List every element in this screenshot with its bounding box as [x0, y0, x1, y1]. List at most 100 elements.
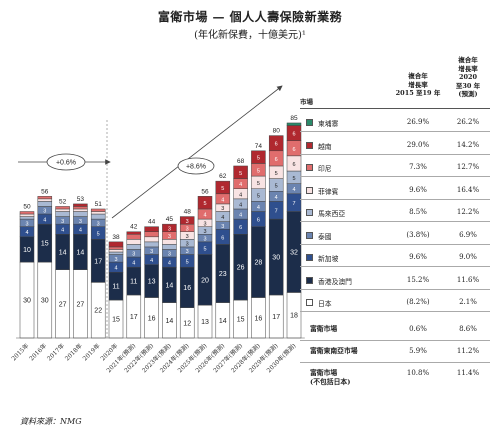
- bar-value-label: 5: [275, 171, 278, 177]
- bar-total-label: 48: [184, 209, 192, 216]
- summary-hist: 5.9%: [409, 346, 427, 355]
- bar-value-label: 5: [186, 259, 189, 265]
- bar-total-label: 56: [41, 188, 49, 195]
- cagr-fcst-singapore: 9.0%: [459, 253, 477, 261]
- bar-value-label: 22: [94, 308, 102, 315]
- bar-value-label: 30: [41, 298, 49, 305]
- bar-segment-philippines: [19, 213, 35, 217]
- bar-value-label: 17: [272, 314, 280, 321]
- bar-total-label: 53: [77, 196, 85, 203]
- cagr-fcst-cambodia: 26.2%: [456, 118, 480, 126]
- legend-label-malaysia: 馬來西亞: [318, 210, 346, 218]
- bar-value-label: 3: [97, 221, 100, 227]
- legend-swatch-malaysia: [306, 209, 313, 216]
- bar-value-label: 23: [219, 271, 227, 278]
- bar-value-label: 3: [221, 206, 224, 212]
- bar-value-label: 30: [272, 255, 280, 262]
- bar-value-label: 5: [203, 201, 206, 207]
- bar-value-label: 6: [221, 235, 224, 241]
- summary-hist: 10.8%: [406, 368, 430, 377]
- bar-value-label: 5: [239, 171, 242, 177]
- row-divider: [300, 288, 490, 290]
- table-header-hist: 複合年 增長率 2015 至19 年: [395, 72, 441, 97]
- bar-value-label: 27: [59, 301, 67, 308]
- bar-total-label: 52: [59, 198, 67, 205]
- summary-hist: 0.6%: [409, 324, 427, 333]
- summary-fcst: 11.2%: [456, 346, 480, 355]
- bar-total-label: 85: [290, 115, 298, 122]
- bar-value-label: 7: [275, 209, 278, 215]
- bar-total-label: 38: [112, 234, 120, 241]
- bar-value-label: 16: [148, 315, 156, 322]
- legend-label-cambodia: 柬埔寨: [318, 120, 339, 128]
- legend-label-singapore: 新加坡: [318, 255, 339, 263]
- cagr-hist-indonesia: 7.3%: [409, 163, 427, 171]
- bar-segment-malaysia: [37, 201, 53, 207]
- bar-total-label: 74: [255, 143, 263, 150]
- cagr-label-hist: +0.6%: [56, 160, 76, 167]
- legend-swatch-japan: [306, 299, 313, 306]
- bar-total-label: 44: [148, 219, 156, 226]
- row-divider: [300, 339, 490, 341]
- bar-segment-vietnam: [179, 216, 195, 225]
- bar-value-label: 3: [79, 219, 82, 225]
- bar-total-label: 50: [23, 204, 31, 211]
- bar-value-label: 3: [168, 234, 171, 240]
- bar-value-label: 5: [292, 176, 295, 182]
- bar-segment-cambodia: [286, 122, 302, 126]
- bar-segment-vietnam: [73, 203, 88, 207]
- bar-value-label: 11: [112, 284, 119, 291]
- legend-swatch-cambodia: [306, 119, 313, 126]
- bar-value-label: 3: [168, 252, 171, 258]
- bar-segment-vietnam: [197, 196, 213, 210]
- bar-segment-vietnam: [215, 180, 231, 195]
- bar-value-label: 3: [186, 219, 189, 225]
- bar-value-label: 17: [130, 314, 138, 321]
- bar-total-label: 42: [130, 224, 138, 231]
- chart-title: 富衛市場 — 個人人壽保險新業務: [157, 10, 343, 24]
- bar-value-label: 5: [221, 186, 224, 192]
- cagr-hist-japan: (8.2%): [406, 298, 430, 306]
- bar-value-label: 14: [166, 318, 174, 325]
- bar-value-label: 4: [79, 228, 82, 234]
- bar-segment-philippines: [37, 198, 53, 202]
- cagr-hist-hk_macau: 15.2%: [406, 275, 430, 284]
- x-tick-label: 2016年: [28, 342, 49, 363]
- row-divider: [300, 243, 490, 245]
- bar-value-label: 16: [183, 285, 191, 292]
- bar-value-label: 4: [239, 213, 242, 219]
- bar-segment-philippines: [73, 208, 88, 212]
- bar-value-label: 4: [275, 195, 278, 201]
- bar-total-label: 51: [95, 201, 103, 208]
- cagr-hist-cambodia: 26.9%: [406, 118, 430, 126]
- row-divider: [300, 131, 490, 132]
- bar-value-label: 3: [25, 221, 28, 227]
- summary-label: 富衛市場 (不包括日本): [310, 368, 351, 386]
- bar-segment-philippines: [90, 211, 106, 215]
- legend-swatch-philippines: [306, 186, 313, 194]
- cagr-fcst-indonesia: 12.7%: [456, 163, 480, 171]
- bar-segment-vietnam: [233, 165, 248, 179]
- bar-value-label: 14: [59, 249, 67, 256]
- cagr-fcst-hk_macau: 11.6%: [456, 275, 480, 284]
- bar-value-label: 6: [292, 147, 295, 153]
- bar-value-label: 3: [168, 226, 171, 232]
- bar-value-label: 4: [168, 261, 171, 267]
- bar-segment-vietnam: [108, 241, 124, 248]
- x-tick-label: 2017年: [45, 342, 66, 363]
- row-divider: [300, 266, 490, 267]
- bar-total-label: 62: [219, 173, 227, 180]
- bar-segment-malaysia: [73, 211, 88, 217]
- header-divider: [300, 108, 490, 109]
- summary-fcst: 8.6%: [459, 324, 477, 333]
- bar-value-label: 4: [239, 202, 242, 208]
- legend-label-thailand: 泰國: [318, 232, 332, 241]
- legend-swatch-singapore: [306, 254, 313, 261]
- bar-value-label: 4: [239, 182, 242, 188]
- bar-value-label: 13: [201, 319, 209, 326]
- bar-value-label: 5: [203, 247, 206, 253]
- bar-value-label: 18: [290, 313, 298, 320]
- bar-value-label: 3: [221, 224, 224, 230]
- source-note: 資料來源：NMG: [20, 417, 82, 426]
- row-divider: [300, 153, 490, 155]
